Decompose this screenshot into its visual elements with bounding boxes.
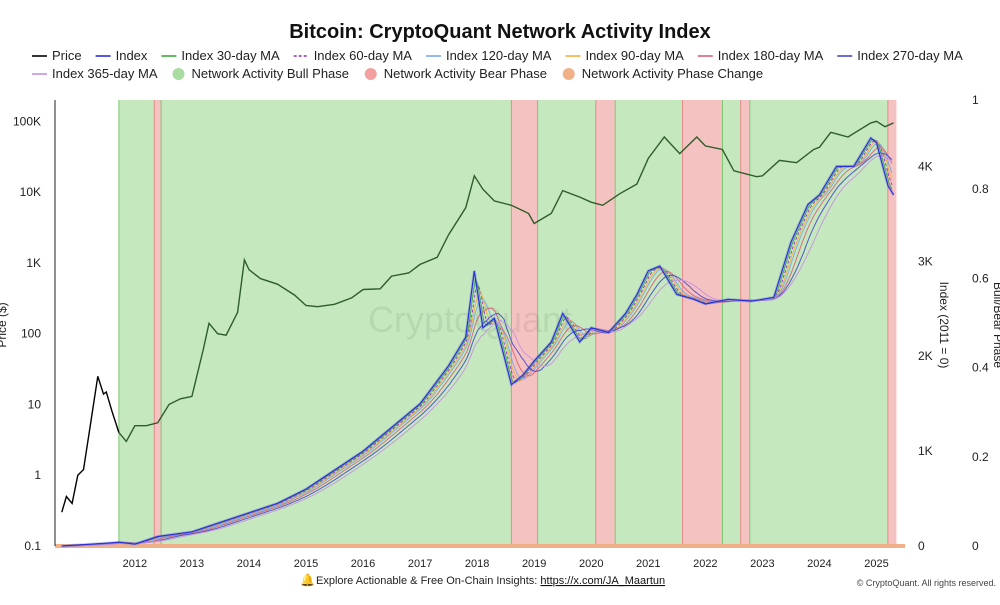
price-line xyxy=(118,120,894,443)
legend-item[interactable]: Index 365-day MA xyxy=(32,66,158,81)
phase-bands xyxy=(55,100,905,548)
footer-insight: Explore Actionable & Free On-Chain Insig… xyxy=(316,575,665,587)
legend-item[interactable]: Index 120-day MA xyxy=(425,48,552,63)
phase-band-bull xyxy=(615,100,683,546)
right-tick-label: 2K xyxy=(918,349,933,363)
legend-label: Network Activity Bear Phase xyxy=(384,66,547,81)
legend-swatch xyxy=(172,68,185,80)
legend-label: Index 90-day MA xyxy=(585,48,684,63)
right-axis-ticks: 0 1K 2K 3K 4K xyxy=(918,159,933,553)
legend: Price Index Index 30-day MA Index 60-day MA… xyxy=(32,48,963,81)
left-tick-label: 100 xyxy=(21,327,41,341)
legend-label: Index 120-day MA xyxy=(446,48,552,63)
x-tick-label: 2022 xyxy=(693,558,717,570)
phase-band-bear xyxy=(511,100,538,546)
x-tick-label: 2017 xyxy=(408,558,432,570)
phase-band-bear xyxy=(154,100,162,546)
right-tick-label: 4K xyxy=(918,159,933,173)
legend-item[interactable]: Index 180-day MA xyxy=(697,48,824,63)
x-tick-label: 2024 xyxy=(807,558,831,570)
legend-item[interactable]: Index 30-day MA xyxy=(161,48,280,63)
legend-label: Price xyxy=(52,48,82,63)
index-line-group xyxy=(61,135,895,548)
x-tick-label: 2025 xyxy=(864,558,888,570)
legend-label: Network Activity Phase Change xyxy=(582,66,763,81)
x-tick-label: 2015 xyxy=(294,558,318,570)
legend-item[interactable]: Network Activity Bull Phase xyxy=(172,66,350,81)
phase-band-bull xyxy=(537,100,596,546)
far-right-axis-label: Bull/Bear Phase xyxy=(991,282,1000,368)
far-right-tick-label: 0.2 xyxy=(972,450,989,464)
phase-band-bear xyxy=(740,100,750,546)
x-tick-label: 2013 xyxy=(180,558,204,570)
left-tick-label: 10K xyxy=(20,185,41,199)
footer-link[interactable]: https://x.com/JA_Maartun xyxy=(540,575,665,587)
x-tick-label: 2020 xyxy=(579,558,603,570)
x-tick-label: 2012 xyxy=(123,558,147,570)
legend-item[interactable]: Price xyxy=(32,48,82,63)
left-tick-label: 0.1 xyxy=(24,539,41,553)
phase-band-bull xyxy=(749,100,888,546)
far-right-tick-label: 0.8 xyxy=(972,182,989,196)
phase-band-bull xyxy=(161,100,512,546)
far-right-tick-label: 1 xyxy=(972,93,979,107)
legend-label: Index 60-day MA xyxy=(314,48,413,63)
x-tick-label: 2014 xyxy=(237,558,261,570)
left-tick-label: 100K xyxy=(13,114,41,128)
phase-band-bull xyxy=(722,100,741,546)
legend-label: Index 30-day MA xyxy=(181,48,280,63)
legend-item[interactable]: Index 90-day MA xyxy=(565,48,684,63)
left-axis-label: Price ($) xyxy=(0,302,9,347)
right-axis-label: Index (2011 = 0) xyxy=(937,282,951,369)
x-tick-label: 2021 xyxy=(636,558,660,570)
legend-item[interactable]: Network Activity Phase Change xyxy=(562,66,763,81)
left-tick-label: 1 xyxy=(34,468,41,482)
right-tick-label: 3K xyxy=(918,254,933,268)
price-line-group xyxy=(61,120,894,513)
x-axis-ticks: 2012 2013 2014 2015 2016 2017 2018 2019 2020 2021… xyxy=(123,558,889,570)
x-tick-label: 2018 xyxy=(465,558,489,570)
x-tick-label: 2023 xyxy=(750,558,774,570)
far-right-axis-ticks: 0 0.2 0.4 0.6 0.8 1 xyxy=(972,93,989,553)
legend-label: Index 180-day MA xyxy=(718,48,824,63)
phase-band-bear xyxy=(887,100,897,546)
bell-icon: 🔔 xyxy=(300,573,315,587)
phase-change-bar xyxy=(55,544,905,548)
legend-label: Index xyxy=(116,48,148,63)
legend-label: Index 270-day MA xyxy=(857,48,963,63)
phase-band-bull xyxy=(118,100,155,546)
footer-copyright: © CryptoQuant. All rights reserved. xyxy=(857,578,996,588)
far-right-tick-label: 0.6 xyxy=(972,271,989,285)
left-axis-ticks: 0.1 1 10 100 1K 10K 100K xyxy=(13,114,41,553)
legend-item[interactable]: Index 60-day MA xyxy=(293,48,413,63)
far-right-tick-label: 0.4 xyxy=(972,361,989,375)
price-line-early xyxy=(61,376,120,513)
footer-insight-text: Explore Actionable & Free On-Chain Insig… xyxy=(316,575,540,587)
legend-label: Network Activity Bull Phase xyxy=(192,66,350,81)
far-right-tick-label: 0 xyxy=(972,539,979,553)
legend-swatch xyxy=(364,68,377,80)
legend-item[interactable]: Index 270-day MA xyxy=(837,48,963,63)
right-tick-label: 1K xyxy=(918,444,933,458)
index-line xyxy=(61,137,895,547)
phase-band-bear xyxy=(595,100,616,546)
x-tick-label: 2019 xyxy=(522,558,546,570)
legend-label: Index 365-day MA xyxy=(52,66,158,81)
x-tick-label: 2016 xyxy=(351,558,375,570)
left-tick-label: 10 xyxy=(28,397,42,411)
phase-band-bear xyxy=(682,100,723,546)
chart-title: Bitcoin: CryptoQuant Network Activity In… xyxy=(289,21,711,43)
legend-swatch xyxy=(562,68,575,80)
right-tick-label: 0 xyxy=(918,539,925,553)
left-tick-label: 1K xyxy=(26,256,41,270)
legend-item[interactable]: Index xyxy=(95,48,148,63)
legend-item[interactable]: Network Activity Bear Phase xyxy=(364,66,547,81)
